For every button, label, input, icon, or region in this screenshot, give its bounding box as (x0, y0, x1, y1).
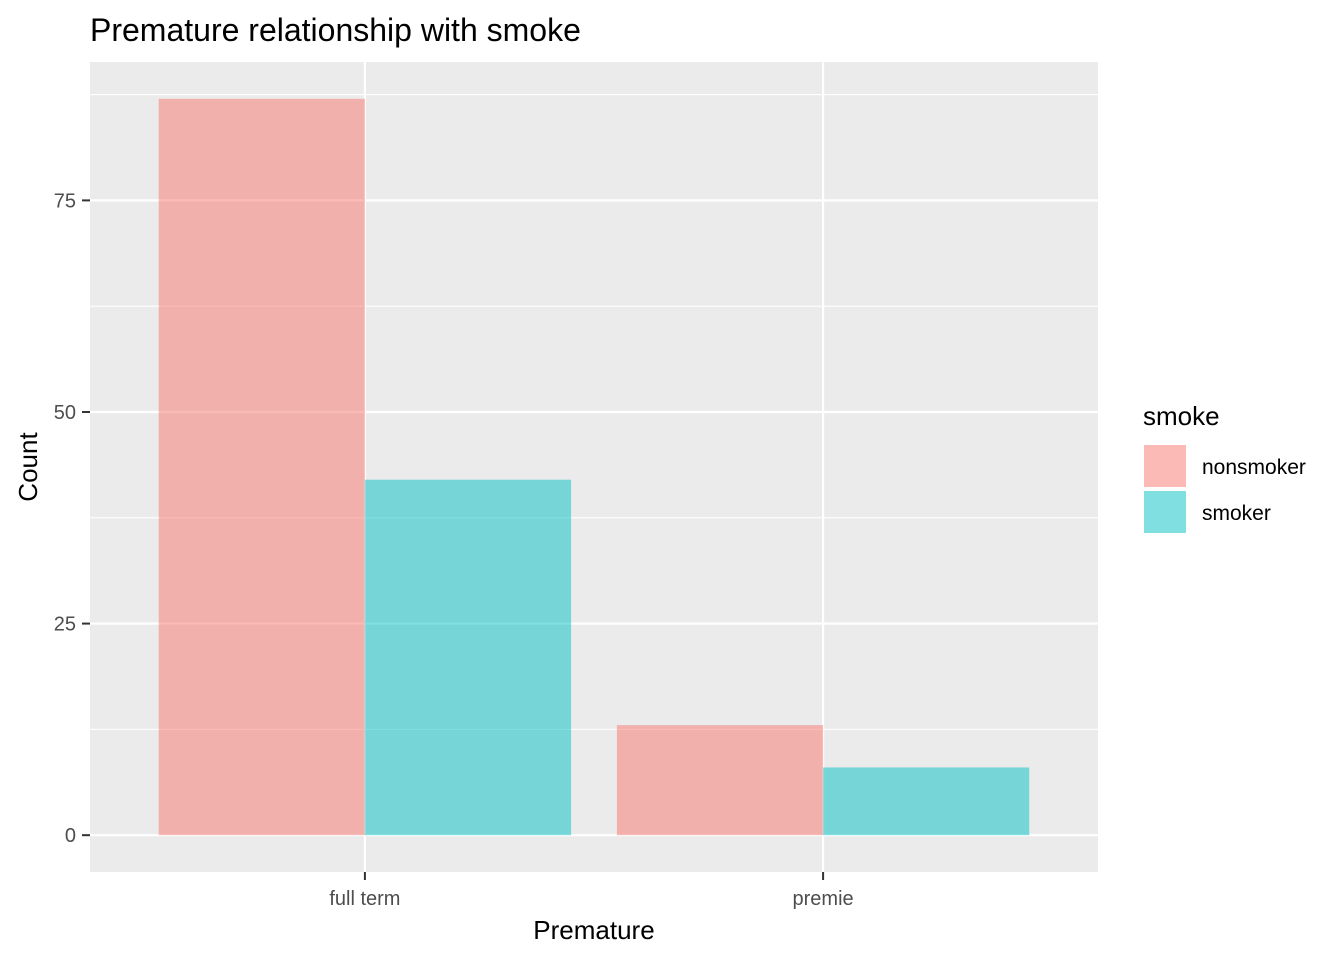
legend-key-smoker (1144, 491, 1186, 533)
bar-smoker-premie (823, 767, 1030, 836)
y-axis-title: Count (13, 432, 43, 502)
legend-label-nonsmoker: nonsmoker (1202, 456, 1306, 479)
chart-title: Premature relationship with smoke (90, 12, 581, 48)
x-tick-label: premie (793, 888, 854, 910)
x-tick-label: full term (329, 888, 400, 910)
y-axis: 0 25 50 75 (54, 190, 90, 847)
bars (158, 98, 1030, 836)
bar-smoker-full-term (364, 479, 572, 836)
y-tick-label: 50 (54, 402, 76, 424)
y-tick-label: 25 (54, 614, 76, 636)
bar-nonsmoker-full-term (158, 98, 365, 836)
y-tick-label: 75 (54, 190, 76, 212)
legend-key-nonsmoker (1144, 445, 1186, 487)
bar-nonsmoker-premie (616, 725, 824, 836)
x-axis-title: Premature (533, 915, 654, 945)
legend-label-smoker: smoker (1202, 502, 1271, 525)
y-tick-label: 0 (65, 825, 76, 847)
legend-title: smoke (1143, 401, 1220, 431)
x-axis: full term premie (329, 872, 854, 910)
legend: smoke nonsmoker smoker (1143, 401, 1306, 534)
